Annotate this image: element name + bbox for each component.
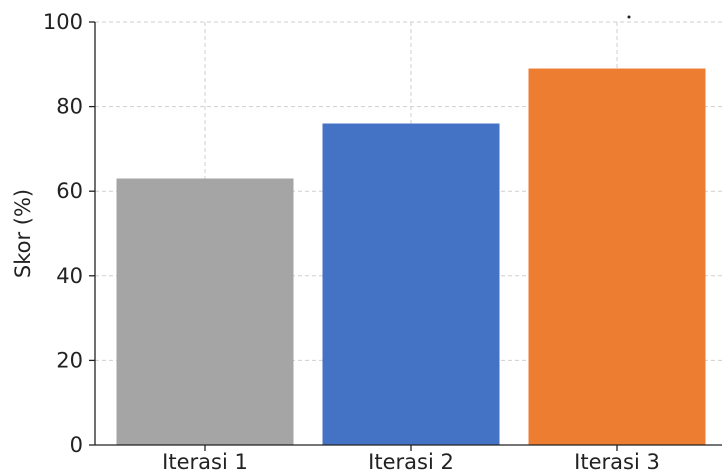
stray-dot-mark	[627, 15, 631, 19]
bar-2	[322, 123, 500, 446]
y-tick-label: 100	[43, 10, 83, 34]
y-axis-label: Skor (%)	[11, 189, 35, 278]
y-tick-label: 20	[56, 348, 83, 372]
y-tick-label: 40	[56, 264, 83, 288]
axes	[89, 21, 722, 451]
y-tick-label: 80	[56, 95, 83, 119]
bar-3	[528, 68, 706, 445]
x-tick-label: Iterasi 2	[368, 450, 454, 470]
y-tick-label: 60	[56, 179, 83, 203]
tick-labels: 0 20 40 60 80 100 Iterasi 1 Iterasi 2 Iterasi 3	[43, 10, 660, 470]
y-tick-label: 0	[70, 433, 83, 457]
bars	[116, 68, 706, 446]
bar-1	[116, 178, 294, 445]
x-tick-label: Iterasi 3	[574, 450, 660, 470]
x-tick-label: Iterasi 1	[162, 450, 248, 470]
